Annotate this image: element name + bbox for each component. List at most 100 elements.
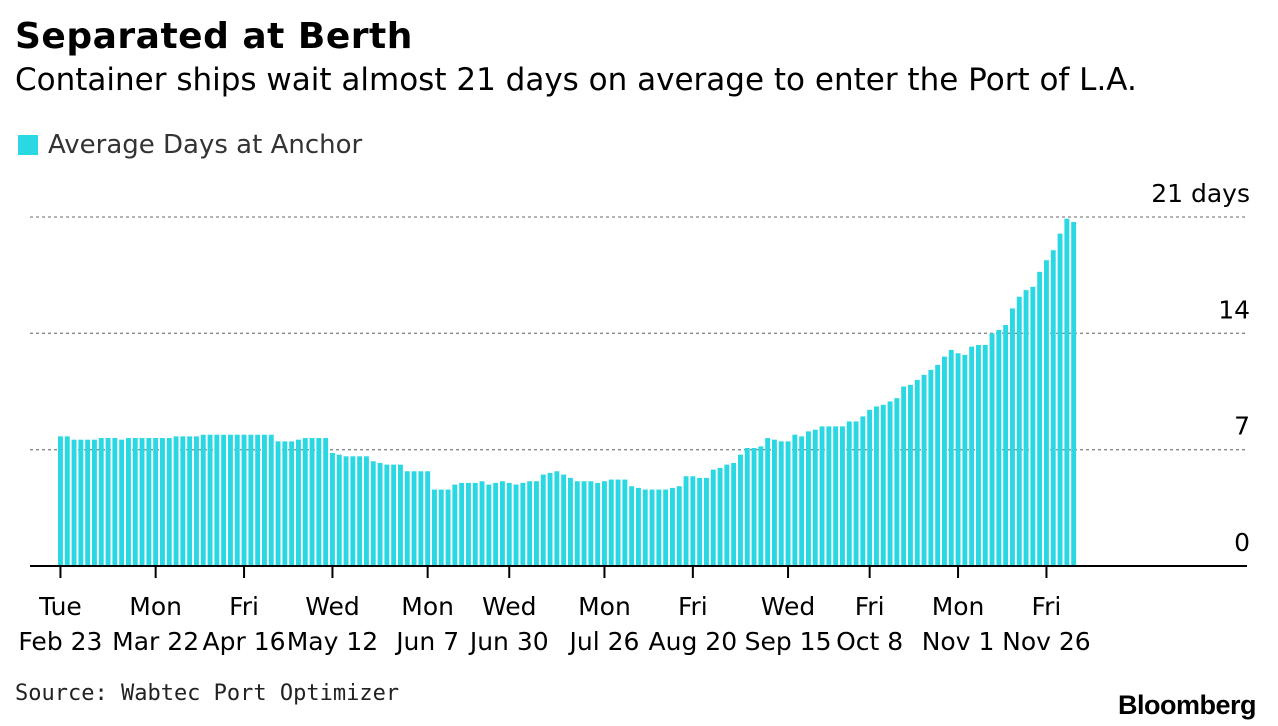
bar	[187, 436, 193, 566]
bar	[806, 431, 811, 566]
bar	[139, 438, 145, 566]
bar	[554, 471, 560, 566]
bar	[792, 434, 798, 566]
bar	[275, 441, 281, 566]
bar	[1037, 271, 1043, 566]
bar	[710, 469, 716, 566]
bar	[289, 441, 295, 566]
bar	[92, 439, 97, 566]
bar	[309, 438, 315, 566]
bar	[262, 434, 267, 566]
bar	[874, 406, 879, 566]
bar	[180, 436, 186, 566]
bar	[778, 441, 784, 566]
bar	[547, 472, 553, 566]
bar	[656, 489, 662, 566]
bar	[1016, 296, 1022, 566]
bar	[928, 369, 934, 566]
bar	[64, 436, 70, 566]
bar	[982, 344, 988, 566]
chart-title: Separated at Berth	[15, 16, 413, 57]
bar	[989, 333, 995, 566]
bar	[323, 438, 329, 566]
bar	[398, 464, 403, 566]
bar	[411, 471, 417, 566]
bar	[173, 436, 179, 566]
bar	[663, 489, 669, 566]
bar	[132, 438, 138, 566]
bar	[840, 426, 845, 566]
y-tick-label: 21 days	[1151, 179, 1250, 208]
bar	[819, 426, 825, 566]
source-note: Source: Wabtec Port Optimizer	[15, 681, 400, 706]
x-tick-weekday: Mon	[129, 592, 182, 621]
x-tick-weekday: Fri	[855, 592, 885, 621]
bar	[336, 454, 342, 566]
legend-swatch	[18, 135, 38, 155]
bar	[880, 404, 886, 566]
x-tick-date: Apr 16	[203, 627, 286, 656]
bar	[574, 481, 580, 566]
bar	[425, 471, 431, 566]
bar	[194, 436, 199, 566]
bar	[581, 481, 587, 566]
bar	[119, 439, 125, 566]
bar	[364, 456, 369, 566]
bar	[561, 474, 567, 566]
bar	[146, 438, 152, 566]
bar	[785, 441, 791, 566]
x-tick-date: Nov 1	[922, 627, 995, 656]
bar	[887, 401, 893, 566]
x-tick-date: Feb 23	[18, 627, 102, 656]
bar	[812, 429, 818, 566]
bar	[459, 482, 465, 566]
bar	[860, 416, 866, 566]
bar	[71, 439, 77, 566]
bar	[513, 484, 519, 566]
bar	[894, 398, 900, 566]
bar	[676, 486, 682, 566]
bar	[58, 436, 63, 566]
x-tick-weekday: Fri	[678, 592, 708, 621]
bar	[649, 489, 655, 566]
bar	[207, 434, 213, 566]
bar	[404, 471, 410, 566]
bar	[772, 439, 777, 566]
bar	[1064, 218, 1070, 566]
bar	[160, 438, 165, 566]
legend-label: Average Days at Anchor	[48, 130, 363, 160]
bar	[765, 438, 771, 566]
bar	[540, 474, 546, 566]
bar	[833, 426, 839, 566]
x-tick-weekday: Wed	[761, 592, 816, 621]
bar	[914, 379, 920, 566]
bar	[568, 477, 573, 566]
bar	[622, 479, 628, 566]
bar	[438, 489, 444, 566]
bar	[268, 434, 274, 566]
bar	[214, 434, 220, 566]
bar	[962, 354, 968, 566]
bar	[738, 454, 743, 566]
bar	[608, 479, 614, 566]
bar	[867, 409, 873, 566]
bar	[751, 448, 757, 566]
bar	[642, 489, 648, 566]
bar	[901, 386, 907, 566]
x-tick-date: Aug 20	[649, 627, 738, 656]
bar	[588, 481, 594, 566]
bar	[282, 441, 288, 566]
x-tick-weekday: Fri	[1032, 592, 1062, 621]
bar	[942, 356, 947, 566]
bar	[228, 434, 233, 566]
bar	[302, 438, 308, 566]
bar	[976, 344, 981, 566]
bar	[472, 482, 478, 566]
x-tick-date: Jun 7	[394, 627, 459, 656]
y-tick-label: 14	[1218, 295, 1250, 324]
bar	[1023, 290, 1029, 566]
bar	[969, 346, 975, 566]
bar	[921, 374, 927, 566]
bar	[1057, 233, 1063, 566]
x-tick-weekday: Mon	[401, 592, 454, 621]
